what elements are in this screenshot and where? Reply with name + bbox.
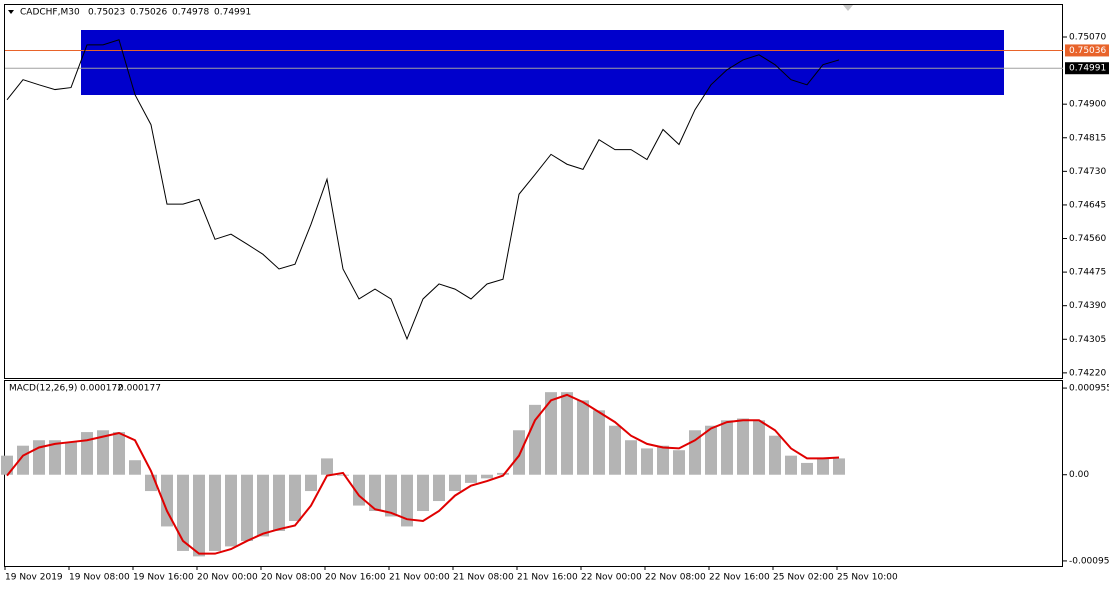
histogram-bar	[417, 474, 429, 512]
price-level-label: 0.75036	[1069, 46, 1106, 56]
close: 0.74991	[214, 8, 251, 18]
price-level-label: 0.74991	[1069, 64, 1106, 74]
histogram-bar	[481, 474, 493, 479]
x-tick-label: 21 Nov 08:00	[453, 573, 514, 583]
histogram-bar	[625, 440, 637, 475]
histogram-bar	[113, 432, 125, 475]
histogram-bar	[241, 474, 253, 541]
histogram-bar	[81, 432, 93, 475]
histogram-bar	[401, 474, 413, 527]
y-tick-label: 0.74220	[1069, 368, 1106, 378]
histogram-bar	[753, 420, 765, 475]
signal-value: 0.000177	[118, 384, 161, 394]
x-tick-label: 20 Nov 00:00	[197, 573, 258, 583]
histogram-bar	[49, 440, 61, 475]
open: 0.75023	[88, 8, 125, 18]
histogram-bar	[721, 420, 733, 475]
histogram-bar	[641, 448, 653, 475]
x-tick-label: 19 Nov 08:00	[69, 573, 130, 583]
y-tick-label: 0.75070	[1069, 33, 1106, 43]
histogram-bar	[529, 404, 541, 475]
x-tick-label: 25 Nov 10:00	[837, 573, 898, 583]
y-tick-label: 0.000955	[1069, 384, 1109, 394]
price-level-tag	[1065, 44, 1109, 57]
histogram-bar	[209, 474, 221, 551]
y-tick-label: 0.74475	[1069, 268, 1106, 278]
histogram-bar	[273, 474, 285, 531]
zone-rectangle	[81, 30, 1004, 95]
histogram-bar	[657, 445, 669, 475]
x-tick-label: 22 Nov 16:00	[709, 573, 770, 583]
histogram-bar	[225, 474, 237, 547]
x-tick-label: 22 Nov 08:00	[645, 573, 706, 583]
histogram-bar	[497, 472, 509, 475]
x-tick-label: 21 Nov 16:00	[517, 573, 578, 583]
x-tick-label: 19 Nov 2019	[5, 573, 63, 583]
histogram-bar	[737, 418, 749, 475]
y-tick-label: 0.74730	[1069, 167, 1106, 177]
histogram-bar	[385, 474, 397, 517]
macd-value: 0.000172	[80, 384, 123, 394]
y-tick-label: 0.00	[1069, 470, 1089, 480]
histogram-bar	[33, 440, 45, 475]
histogram-bar	[433, 474, 445, 502]
menu-arrow	[8, 10, 14, 14]
y-tick-label: 0.74645	[1069, 200, 1106, 210]
histogram-bar	[465, 474, 477, 483]
signal-line	[6, 393, 840, 555]
y-tick-label: 0.74900	[1069, 100, 1106, 110]
histogram-bar	[17, 445, 29, 475]
histogram-bar	[769, 435, 781, 475]
histogram-bar	[705, 425, 717, 475]
histogram-bar	[609, 425, 621, 475]
histogram-bar	[97, 430, 109, 475]
shift-marker	[843, 5, 853, 11]
x-tick-label: 25 Nov 02:00	[773, 573, 834, 583]
histogram-bar	[177, 474, 189, 551]
price-level-tag	[1065, 62, 1109, 75]
symbol: CADCHF,M30	[20, 8, 80, 18]
histogram-bar	[673, 450, 685, 475]
x-tick-label: 21 Nov 00:00	[389, 573, 450, 583]
x-tick-label: 20 Nov 16:00	[325, 573, 386, 583]
histogram-bar	[561, 392, 573, 475]
histogram-bar	[369, 474, 381, 512]
histogram-bar	[193, 474, 205, 557]
x-tick-label: 22 Nov 00:00	[581, 573, 642, 583]
histogram-bar	[65, 442, 77, 475]
histogram-bar	[289, 474, 301, 521]
histogram-bar	[833, 458, 845, 475]
y-tick-label: 0.74305	[1069, 335, 1106, 345]
histogram-bar	[593, 410, 605, 475]
histogram-bar	[513, 430, 525, 475]
histogram-bar	[129, 460, 141, 475]
histogram-bar	[257, 474, 269, 537]
macd-title: MACD(12,26,9)	[9, 384, 77, 394]
histogram-bar	[817, 458, 829, 475]
histogram-bar	[305, 474, 317, 492]
y-tick-label: 0.74815	[1069, 133, 1106, 143]
price-panel	[4, 4, 1063, 379]
low: 0.74978	[172, 8, 209, 18]
histogram-bar	[337, 474, 349, 476]
histogram-bar	[449, 474, 461, 492]
header: CADCHF,M30 0.75023 0.75026 0.74978 0.749…	[9, 8, 251, 394]
histogram-bar	[161, 474, 173, 527]
high: 0.75026	[130, 8, 167, 18]
y-tick-label: 0.74560	[1069, 234, 1106, 244]
x-tick-label: 20 Nov 08:00	[261, 573, 322, 583]
price-line	[6, 39, 840, 341]
y-tick-label: 0.74390	[1069, 301, 1106, 311]
histogram-bar	[785, 455, 797, 475]
histogram-bar	[545, 392, 557, 475]
y-tick-label: -0.00095	[1069, 556, 1109, 566]
histogram-bar	[801, 462, 813, 475]
histogram-bar	[577, 400, 589, 475]
x-tick-label: 19 Nov 16:00	[133, 573, 194, 583]
histogram-bar	[1, 455, 13, 475]
histogram-bar	[321, 458, 333, 475]
